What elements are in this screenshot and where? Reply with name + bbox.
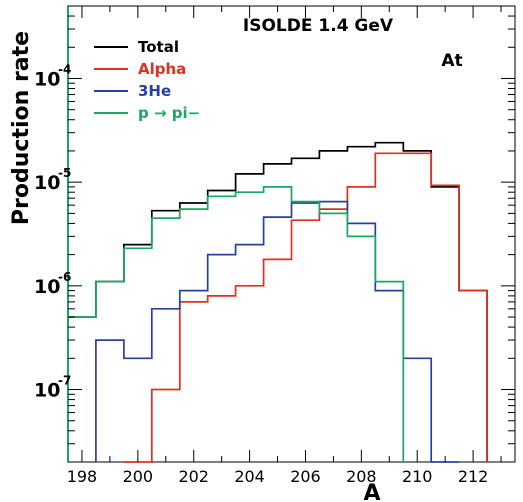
y-tick-base: 10 [34, 172, 60, 194]
x-tick-label: 210 [402, 467, 433, 486]
y-axis-label: Production rate [9, 31, 34, 225]
series-line-3 [67, 186, 405, 462]
y-tick-base: 10 [34, 276, 60, 298]
y-tick-exponent: -7 [58, 374, 71, 388]
x-tick-label: 204 [234, 467, 265, 486]
element-annotation: At [441, 51, 462, 71]
legend-label: 3He [138, 82, 171, 100]
legend-item: Total [94, 38, 179, 56]
chart-title: ISOLDE 1.4 GeV [243, 16, 394, 36]
y-tick-label: 10-4 [34, 62, 71, 90]
x-tick-label: 198 [67, 467, 98, 486]
y-tick-exponent: -6 [58, 270, 71, 284]
legend-label: p → pi− [138, 104, 200, 122]
legend-item: 3He [94, 82, 171, 100]
y-tick-base: 10 [34, 68, 60, 90]
y-tick-label: 10-6 [34, 270, 71, 298]
legend-label: Alpha [138, 60, 186, 78]
y-tick-exponent: -5 [58, 166, 71, 180]
x-axis-label: A [363, 481, 380, 502]
series-line-2 [95, 200, 460, 463]
legend: Total Alpha 3He p → pi− [94, 38, 200, 122]
x-tick-label: 212 [458, 467, 489, 486]
y-tick-label: 10-7 [34, 374, 71, 402]
y-tick-label: 10-5 [34, 166, 71, 194]
legend-label: Total [138, 38, 179, 56]
x-tick-label: 208 [346, 467, 377, 486]
x-tick-label: 200 [123, 467, 154, 486]
legend-item: p → pi− [94, 104, 200, 122]
series-line-1 [123, 152, 488, 463]
legend-item: Alpha [94, 60, 186, 78]
x-tick-label: 206 [290, 467, 321, 486]
series-layer [67, 141, 488, 463]
y-tick-base: 10 [34, 380, 60, 402]
x-tick-label: 202 [178, 467, 209, 486]
series-line-0 [67, 141, 488, 462]
y-tick-exponent: -4 [58, 62, 71, 76]
